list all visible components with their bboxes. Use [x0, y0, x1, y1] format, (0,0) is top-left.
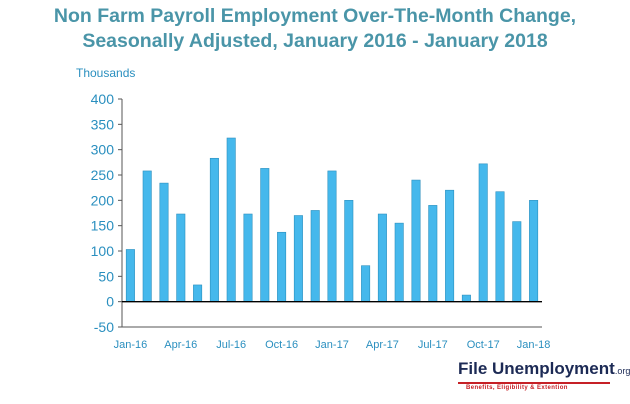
x-tick-label: Jul-17 — [418, 339, 448, 351]
x-tick-label: Apr-16 — [164, 339, 197, 351]
logo-wordmark: File Unemployment.org — [458, 359, 630, 380]
y-tick-label: 300 — [91, 142, 115, 158]
bar-nov-17 — [495, 191, 505, 302]
bar-jul-16 — [226, 137, 236, 302]
x-tick-label: Jul-16 — [216, 339, 246, 351]
y-tick-label: 200 — [91, 192, 115, 208]
x-tick-label: Apr-17 — [366, 339, 399, 351]
bar-may-17 — [394, 222, 404, 302]
bar-sep-17 — [461, 294, 471, 302]
x-tick-label: Jan-17 — [315, 339, 349, 351]
bar-jun-17 — [411, 179, 421, 302]
chart-title-line-2: Seasonally Adjusted, January 2016 - Janu… — [82, 30, 548, 52]
logo-name: File Unemployment — [458, 359, 615, 378]
x-tick-label: Oct-17 — [467, 339, 500, 351]
bar-oct-16 — [277, 231, 287, 302]
x-tick-label: Jan-18 — [517, 339, 551, 351]
bar-aug-17 — [445, 189, 455, 302]
bar-jan-17 — [327, 170, 337, 302]
bar-oct-17 — [478, 163, 488, 302]
y-tick-label: 0 — [106, 294, 114, 310]
chart-title: Non Farm Payroll Employment Over-The-Mon… — [0, 4, 630, 54]
y-tick-label: 50 — [98, 268, 114, 284]
bar-mar-17 — [361, 265, 371, 302]
file-unemployment-logo: File Unemployment.org Benefits, Eligibil… — [458, 359, 630, 396]
logo-tagline: Benefits, Eligibility & Extention — [466, 385, 568, 391]
bar-dec-17 — [512, 221, 522, 302]
y-tick-label: 100 — [91, 243, 115, 259]
y-tick-label: -50 — [94, 319, 114, 335]
bar-jan-18 — [529, 200, 539, 302]
bar-dec-16 — [310, 210, 320, 302]
bar-may-16 — [193, 284, 203, 302]
bar-apr-17 — [377, 213, 387, 302]
bar-jun-16 — [209, 157, 219, 302]
bar-feb-16 — [142, 170, 152, 302]
bar-feb-17 — [344, 200, 354, 302]
bar-aug-16 — [243, 213, 253, 302]
bar-jul-17 — [428, 205, 438, 302]
y-tick-label: 250 — [91, 167, 115, 183]
y-tick-label: 150 — [91, 218, 115, 234]
x-tick-label: Oct-16 — [265, 339, 298, 351]
y-tick-label: 400 — [91, 91, 115, 107]
x-tick-label: Jan-16 — [114, 339, 148, 351]
logo-underline — [458, 382, 610, 384]
bar-sep-16 — [260, 168, 270, 302]
chart-title-line-1: Non Farm Payroll Employment Over-The-Mon… — [53, 5, 577, 27]
bar-nov-16 — [293, 215, 303, 302]
bar-jan-16 — [125, 249, 135, 302]
y-axis-unit-label: Thousands — [76, 66, 136, 80]
logo-suffix: .org — [614, 366, 630, 376]
bar-mar-16 — [159, 182, 169, 302]
y-tick-label: 350 — [91, 116, 115, 132]
bar-apr-16 — [176, 213, 186, 302]
